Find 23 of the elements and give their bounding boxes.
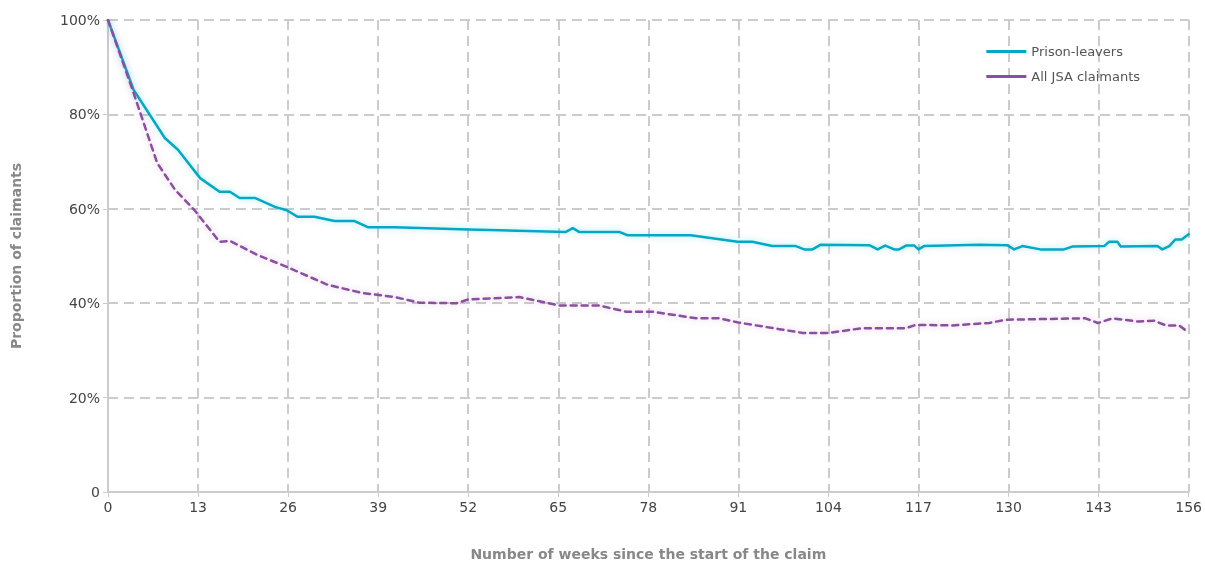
- y-tick-label: 100%: [59, 12, 100, 28]
- x-tick-label: 26: [279, 499, 298, 515]
- x-tick-label: 104: [815, 499, 842, 515]
- x-tick-label: 52: [459, 499, 478, 515]
- legend-label: All JSA claimants: [1031, 69, 1141, 84]
- y-tick-label: 40%: [68, 295, 100, 312]
- x-tick-label: 39: [369, 499, 388, 515]
- y-tick-label: 80%: [68, 106, 100, 123]
- y-tick-label: 60%: [68, 200, 100, 217]
- x-tick-label: 91: [729, 499, 748, 515]
- x-tick-label: 117: [905, 499, 932, 515]
- x-axis-title: Number of weeks since the start of the claim: [470, 546, 827, 562]
- y-tick-label: 0: [91, 484, 100, 500]
- y-tick-label: 20%: [68, 389, 100, 406]
- x-tick-label: 143: [1085, 499, 1112, 515]
- x-tick-label: 0: [103, 499, 113, 515]
- x-tick-label: 13: [189, 499, 207, 515]
- x-tick-label: 130: [995, 499, 1022, 515]
- x-tick-label: 156: [1175, 499, 1203, 515]
- x-tick-label: 78: [639, 499, 658, 515]
- legend-label: Prison-leavers: [1031, 44, 1124, 59]
- x-tick-label: 65: [549, 499, 568, 515]
- y-axis-title: Proportion of claimants: [8, 162, 24, 350]
